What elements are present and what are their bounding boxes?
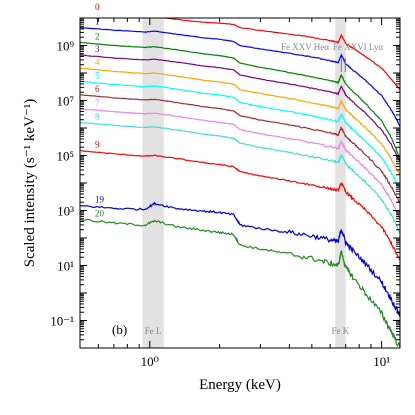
series-line-3 [80,54,400,162]
series-labels: 0 1 2 3 4 5 6 7 8 9 19 20 [95,2,105,218]
series-label-19: 19 [95,195,105,205]
series-line-9 [80,149,400,261]
y-tick-label-5: 10⁹ [56,39,74,54]
series-label-1: 1 [95,17,100,27]
plot-frame [79,17,401,349]
y-tick-label-0: 10⁻¹ [50,314,74,329]
series-line-1 [80,26,400,127]
marker-label-1: Fe XXVI Lyα [333,42,383,52]
band-label-1: Fe K [332,326,350,336]
series-line-4 [80,67,400,176]
y-tick-label-3: 10⁵ [56,149,74,164]
series-line-20 [80,218,400,348]
x-tick-label-0: 10⁰ [141,354,159,369]
y-axis-label: Scaled intensity (s⁻¹ keV⁻¹) [22,99,38,268]
shaded-band-1 [335,18,346,348]
y-tick-label-1: 10¹ [57,259,74,274]
series-label-5: 5 [95,70,100,80]
y-tick-label-4: 10⁷ [56,94,74,109]
series-line-5 [80,80,400,190]
x-tick-label-1: 10¹ [373,354,390,369]
series-label-3: 3 [95,44,100,54]
series-label-20: 20 [95,208,105,218]
series-line-8 [80,121,400,234]
series-label-7: 7 [95,98,100,108]
series-label-8: 8 [95,111,100,121]
marker-label-0: Fe XXV Heα [281,42,329,52]
emission-line-markers: Fe XXV Heα Fe XXVI Lyα [281,42,383,72]
series-label-4: 4 [95,57,100,67]
series-label-9: 9 [95,140,100,150]
shaded-band-0 [142,18,164,348]
x-axis: 10⁰ 10¹ [79,18,390,369]
series-label-0: 0 [95,2,100,12]
band-labels: Fe L Fe K [145,326,350,336]
x-axis-label: Energy (keV) [199,377,281,393]
series-line-2 [80,41,400,159]
series-line-7 [80,108,400,220]
shaded-bands [142,18,346,348]
series-line-0 [143,18,400,91]
series-layer [80,18,400,348]
series-label-2: 2 [95,31,100,41]
series-label-6: 6 [95,84,100,94]
y-axis: 10⁻¹ 10¹ 10³ 10⁵ 10⁷ 10⁹ [50,17,400,349]
series-line-6 [80,94,400,204]
panel-label: (b) [112,322,127,337]
series-line-19 [80,201,400,317]
band-label-0: Fe L [145,326,162,336]
y-tick-label-2: 10³ [57,204,74,219]
